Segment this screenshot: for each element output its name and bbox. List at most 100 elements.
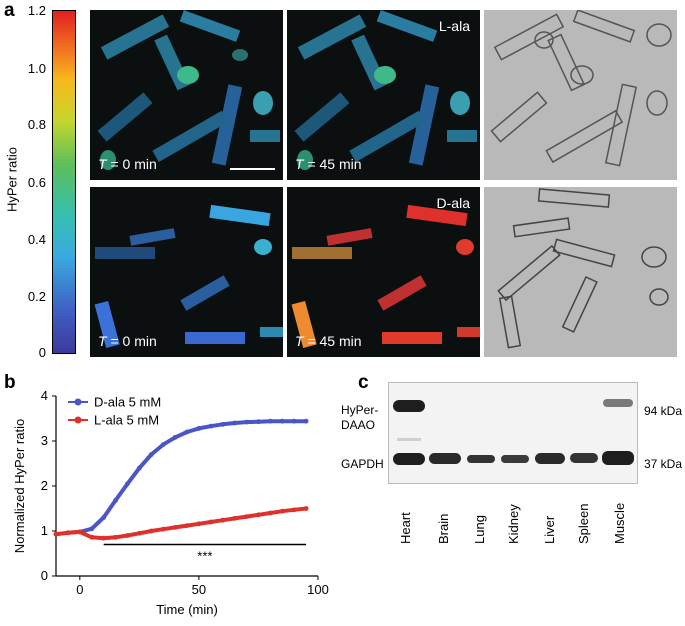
data-point <box>125 533 130 538</box>
cell-image <box>97 10 280 170</box>
lane-label-spleen: Spleen <box>576 503 591 544</box>
colorbar <box>52 10 76 354</box>
x-axis-label: Time (min) <box>156 602 218 617</box>
band-hyper-daao-muscle <box>603 399 633 407</box>
data-point <box>244 514 249 519</box>
condition-label-lala: L-ala <box>438 18 470 34</box>
lane-label-kidney: Kidney <box>506 504 521 544</box>
data-point <box>208 519 214 525</box>
colorbar-tick: 0.6 <box>27 175 46 190</box>
data-point <box>89 526 95 532</box>
lane-label-heart: Heart <box>398 512 413 544</box>
colorbar-tick: 1.0 <box>27 61 46 76</box>
data-point <box>89 534 95 540</box>
data-point <box>160 442 166 447</box>
band-label-hyper-daao: HyPer- DAAO <box>341 403 379 432</box>
lane-label-liver: Liver <box>542 515 557 544</box>
panel-letter-a: a <box>4 0 15 21</box>
data-point <box>184 429 190 435</box>
data-point <box>65 530 71 536</box>
mw-label-37: 37 kDa <box>644 457 683 471</box>
chart-axes: 0 1 2 3 4 0 50 100 Time (min) Normalized HyPer ra… <box>12 388 329 617</box>
data-point <box>256 512 261 518</box>
line-chart: 0 1 2 3 4 0 50 100 Time (min) Normalized HyPer ra… <box>12 388 329 617</box>
data-point <box>303 418 309 424</box>
band-faint <box>397 438 421 441</box>
band-hyper-daao-heart <box>393 400 425 412</box>
micrograph-lala-t45: L-ala T = 45 min <box>287 10 480 180</box>
colorbar-tick: 0 <box>38 345 46 360</box>
data-point <box>148 452 154 457</box>
data-point <box>220 517 226 523</box>
data-point <box>256 419 261 425</box>
lane-label-muscle: Muscle <box>612 502 627 544</box>
colorbar-tick: 1.2 <box>27 3 46 18</box>
data-point <box>232 516 238 521</box>
band-gapdh <box>602 451 634 465</box>
data-point <box>303 506 309 511</box>
time-label: T = 0 min <box>98 156 157 172</box>
lane-label-lung: Lung <box>472 515 487 544</box>
data-point <box>101 535 107 541</box>
data-point <box>232 420 238 426</box>
condition-label-dala: D-ala <box>436 195 470 211</box>
colorbar-tick: 0.8 <box>27 117 46 132</box>
scale-bar <box>230 168 275 170</box>
data-point <box>77 529 83 535</box>
data-point <box>148 528 154 534</box>
time-label: T = 0 min <box>98 333 157 349</box>
data-point <box>101 515 107 520</box>
band-gapdh <box>467 455 495 463</box>
data-point <box>291 507 297 513</box>
data-point <box>279 508 285 514</box>
panel-letter-b: b <box>4 372 16 393</box>
lane-label-brain: Brain <box>436 513 451 544</box>
cell-image <box>291 204 480 349</box>
western-blot <box>388 382 638 484</box>
colorbar-label: HyPer ratio <box>4 146 20 213</box>
legend-marker <box>74 416 82 424</box>
micrograph-lala-t0: T = 0 min <box>90 10 283 180</box>
cell-image <box>294 10 477 170</box>
data-point <box>172 525 178 530</box>
micrograph-dala-t45: D-ala T = 45 min <box>287 187 480 357</box>
band-gapdh <box>501 455 529 463</box>
data-point <box>291 418 297 424</box>
y-tick-label: 1 <box>41 523 48 538</box>
data-point <box>220 421 226 427</box>
band-gapdh <box>429 453 461 464</box>
data-point <box>136 465 142 471</box>
data-point <box>267 510 273 516</box>
y-tick-label: 3 <box>41 433 48 448</box>
brightfield-dala <box>484 187 677 357</box>
micrograph-dala-t0: T = 0 min <box>90 187 283 357</box>
data-point <box>196 521 202 527</box>
series-line-0 <box>55 419 307 537</box>
data-point <box>160 526 166 532</box>
time-label: T = 45 min <box>295 333 362 349</box>
cell-image <box>497 188 669 349</box>
x-tick-label: 0 <box>76 582 83 597</box>
band-label-gapdh: GAPDH <box>341 457 384 471</box>
data-point <box>267 418 273 424</box>
brightfield-lala <box>484 10 677 180</box>
data-point <box>113 534 118 540</box>
y-tick-label: 2 <box>41 478 48 493</box>
cell-image <box>490 10 672 167</box>
panel-letter-c: c <box>358 372 369 393</box>
data-point <box>113 498 118 503</box>
mw-label-94: 94 kDa <box>644 404 683 418</box>
significance-marker: *** <box>197 549 212 564</box>
data-point <box>196 426 202 431</box>
x-tick-label: 100 <box>307 582 329 597</box>
colorbar-tick: 0.4 <box>27 232 46 247</box>
legend-marker <box>74 398 82 406</box>
band-gapdh <box>393 453 425 465</box>
cell-image <box>94 204 283 349</box>
data-point <box>244 419 249 425</box>
time-label: T = 45 min <box>295 156 362 172</box>
band-gapdh <box>570 453 598 463</box>
chart-series <box>53 418 309 541</box>
x-tick-label: 50 <box>192 582 206 597</box>
y-tick-label: 4 <box>41 388 48 403</box>
